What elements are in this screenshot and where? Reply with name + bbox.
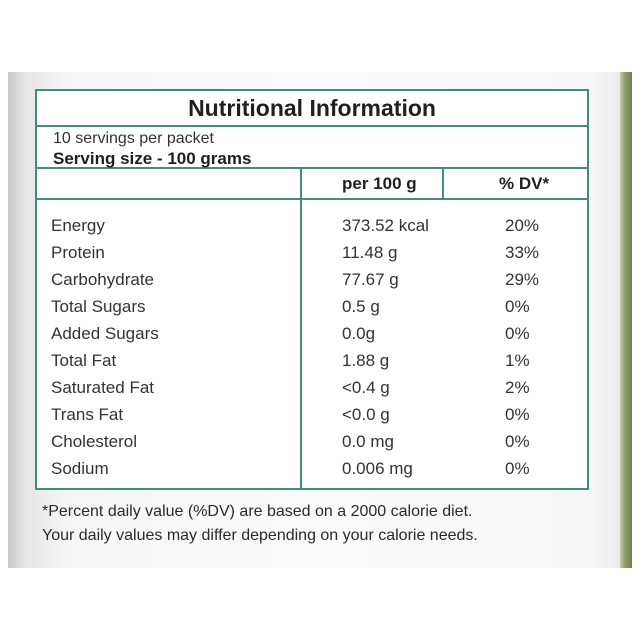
nutrient-dv: 33% <box>505 243 540 262</box>
nutrient-name: Protein <box>51 243 105 262</box>
nutrient-name: Carbohydrate <box>51 270 155 289</box>
nutrient-row: Total Fat 1.88 g 1% <box>37 347 587 374</box>
daily-value-header: % DV* <box>499 174 550 193</box>
nutrient-name: Added Sugars <box>51 324 159 343</box>
nutrient-dv: 2% <box>505 378 530 397</box>
nutrient-row: Cholesterol 0.0 mg 0% <box>37 428 587 455</box>
nutrient-row: Sodium 0.006 mg 0% <box>37 455 587 482</box>
nutrient-name: Sodium <box>51 459 109 478</box>
nutrient-row: Energy 373.52 kcal 20% <box>37 212 587 239</box>
nutrient-amount: 0.006 mg <box>342 459 413 478</box>
nutrient-dv: 29% <box>505 270 540 289</box>
package-edge <box>620 72 632 568</box>
column-header-row: per 100 g % DV* <box>37 169 587 200</box>
column-divider <box>300 200 302 488</box>
nutrient-name: Cholesterol <box>51 432 137 451</box>
footnote-line-1: *Percent daily value (%DV) are based on … <box>42 503 473 520</box>
nutrient-row: Total Sugars 0.5 g 0% <box>37 293 587 320</box>
footnote-line-2: Your daily values may differ depending o… <box>42 527 478 544</box>
nutrient-amount: 0.5 g <box>342 297 380 316</box>
nutrient-row: Carbohydrate 77.67 g 29% <box>37 266 587 293</box>
nutrient-table: Energy 373.52 kcal 20% Protein 11.48 g 3… <box>37 212 587 482</box>
nutrient-dv: 0% <box>505 459 530 478</box>
nutrient-dv: 0% <box>505 432 530 451</box>
nutrient-amount: 0.0g <box>342 324 376 343</box>
nutrient-name: Total Sugars <box>51 297 146 316</box>
servings-per-packet: 10 servings per packet <box>53 130 214 147</box>
column-divider <box>442 169 444 200</box>
nutrient-dv: 0% <box>505 405 530 424</box>
nutrient-amount: 373.52 kcal <box>342 216 429 235</box>
serving-size: Serving size - 100 grams <box>53 149 252 168</box>
nutrient-amount: 0.0 mg <box>342 432 394 451</box>
nutrient-amount: 11.48 g <box>342 243 398 262</box>
nutrient-name: Total Fat <box>51 351 117 370</box>
servings-section: 10 servings per packet Serving size - 10… <box>37 127 587 169</box>
daily-value-footnote: *Percent daily value (%DV) are based on … <box>42 500 602 548</box>
nutrient-dv: 0% <box>505 324 530 343</box>
nutrient-name: Saturated Fat <box>51 378 155 397</box>
nutrient-row: Trans Fat <0.0 g 0% <box>37 401 587 428</box>
nutrition-panel: Nutritional Information 10 servings per … <box>35 89 589 490</box>
per-100g-header: per 100 g <box>342 174 417 193</box>
nutrient-dv: 0% <box>505 297 530 316</box>
nutrition-title: Nutritional Information <box>37 91 587 127</box>
nutrient-dv: 20% <box>505 216 540 235</box>
nutrient-amount: 77.67 g <box>342 270 399 289</box>
nutrient-amount: 1.88 g <box>342 351 390 370</box>
nutrient-dv: 1% <box>505 351 530 370</box>
nutrient-row: Saturated Fat <0.4 g 2% <box>37 374 587 401</box>
nutrient-row: Protein 11.48 g 33% <box>37 239 587 266</box>
column-divider <box>300 169 302 200</box>
nutrient-row: Added Sugars 0.0g 0% <box>37 320 587 347</box>
nutrient-name: Energy <box>51 216 105 235</box>
nutrient-amount: <0.4 g <box>342 378 390 397</box>
nutrient-name: Trans Fat <box>51 405 124 424</box>
nutrient-amount: <0.0 g <box>342 405 390 424</box>
